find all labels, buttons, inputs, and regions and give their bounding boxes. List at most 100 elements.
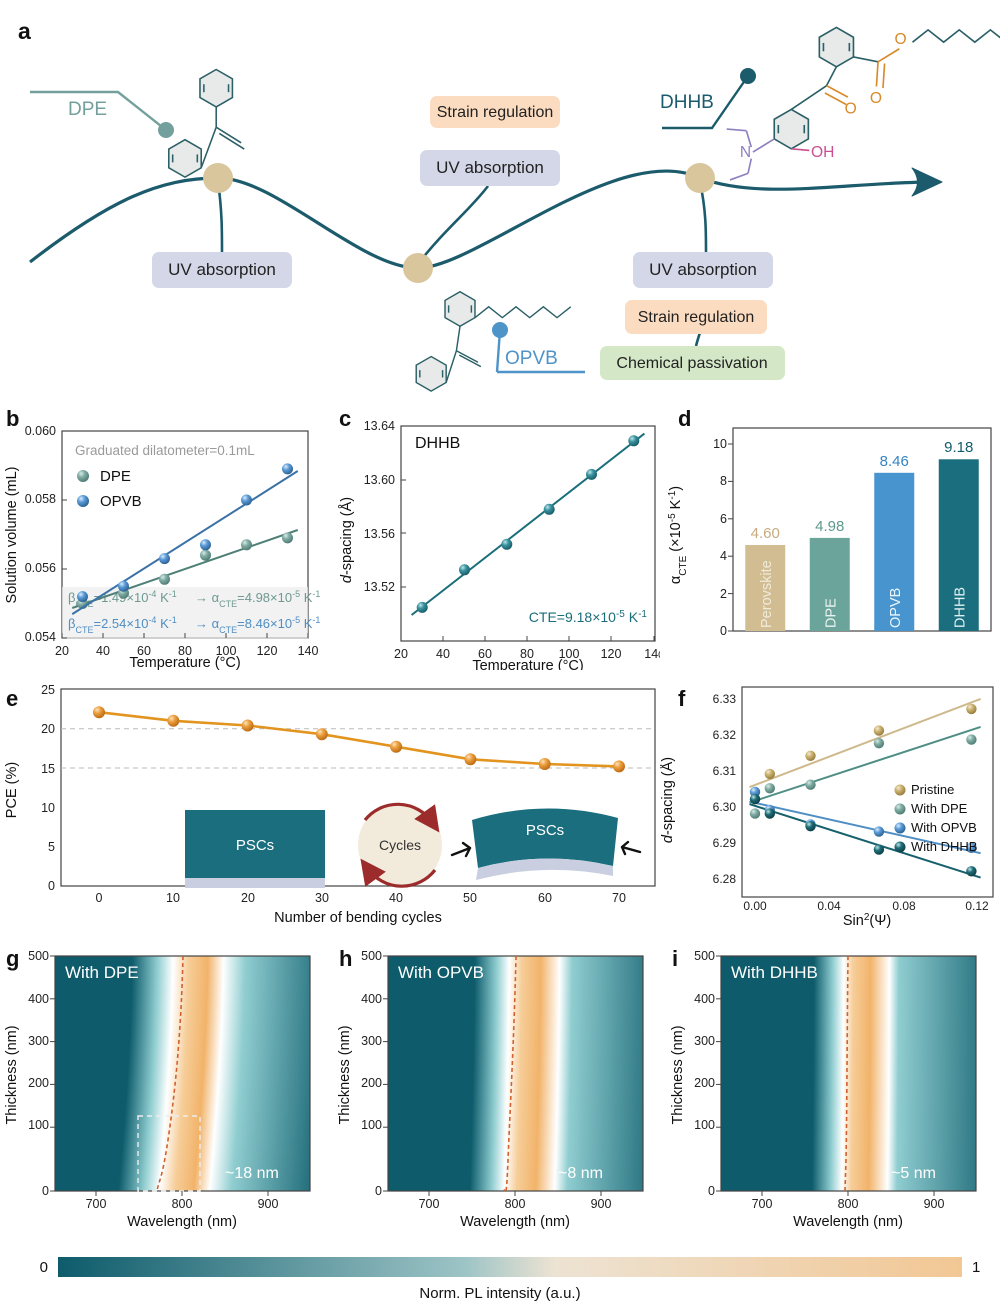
svg-text:0: 0 — [40, 1259, 48, 1276]
svg-text:0: 0 — [48, 879, 55, 893]
svg-text:140: 140 — [298, 644, 319, 658]
svg-text:200: 200 — [361, 1076, 382, 1090]
svg-text:DHHB: DHHB — [415, 435, 460, 452]
svg-text:Number of bending cycles: Number of bending cycles — [274, 910, 442, 926]
svg-text:300: 300 — [694, 1034, 715, 1048]
svg-text:700: 700 — [752, 1197, 773, 1211]
svg-text:0: 0 — [708, 1184, 715, 1198]
svg-text:40: 40 — [96, 644, 110, 658]
svg-text:20: 20 — [241, 891, 255, 905]
svg-text:900: 900 — [924, 1197, 945, 1211]
svg-text:120: 120 — [601, 647, 622, 661]
svg-text:9.18: 9.18 — [944, 439, 973, 456]
svg-text:0.08: 0.08 — [892, 899, 916, 913]
svg-text:With DHHB: With DHHB — [731, 963, 818, 982]
svg-text:CTE=9.18×10-5 K-1: CTE=9.18×10-5 K-1 — [529, 609, 648, 626]
svg-text:OPVB: OPVB — [888, 588, 904, 628]
svg-text:13.60: 13.60 — [364, 473, 395, 487]
svg-text:4.60: 4.60 — [751, 525, 780, 542]
svg-text:4.98: 4.98 — [815, 518, 844, 535]
svg-text:500: 500 — [694, 949, 715, 963]
svg-text:70: 70 — [612, 891, 626, 905]
svg-text:4: 4 — [720, 549, 727, 563]
svg-text:25: 25 — [41, 683, 55, 697]
svg-text:100: 100 — [694, 1118, 715, 1132]
svg-text:20: 20 — [394, 647, 408, 661]
svg-text:140: 140 — [644, 647, 660, 661]
svg-text:8.46: 8.46 — [880, 453, 909, 470]
svg-text:20: 20 — [41, 722, 55, 736]
svg-text:6.28: 6.28 — [713, 872, 737, 886]
svg-text:30: 30 — [315, 891, 329, 905]
svg-text:~8 nm: ~8 nm — [558, 1165, 603, 1182]
svg-text:UV absorption: UV absorption — [436, 158, 544, 177]
svg-text:O: O — [894, 31, 906, 48]
svg-text:900: 900 — [591, 1197, 612, 1211]
svg-text:With DHHB: With DHHB — [911, 839, 977, 854]
svg-text:d-spacing (Å): d-spacing (Å) — [338, 497, 355, 583]
svg-text:400: 400 — [694, 992, 715, 1006]
svg-text:0.04: 0.04 — [817, 899, 841, 913]
svg-text:300: 300 — [361, 1034, 382, 1048]
svg-text:0: 0 — [375, 1184, 382, 1198]
svg-text:~18 nm: ~18 nm — [225, 1165, 279, 1182]
svg-text:~5 nm: ~5 nm — [891, 1165, 936, 1182]
svg-text:800: 800 — [172, 1197, 193, 1211]
svg-text:UV absorption: UV absorption — [168, 260, 276, 279]
svg-text:0.00: 0.00 — [743, 899, 767, 913]
svg-text:Pristine: Pristine — [911, 782, 954, 797]
svg-text:0.056: 0.056 — [25, 561, 56, 575]
svg-text:Chemical passivation: Chemical passivation — [616, 355, 767, 372]
svg-text:With DPE: With DPE — [911, 801, 968, 816]
svg-text:OH: OH — [811, 144, 834, 161]
svg-text:Cycles: Cycles — [379, 837, 421, 853]
svg-text:Temperature (°C): Temperature (°C) — [129, 655, 240, 670]
svg-text:0: 0 — [42, 1184, 49, 1198]
svg-text:d-spacing (Å): d-spacing (Å) — [660, 757, 676, 843]
svg-text:Strain regulation: Strain regulation — [437, 104, 554, 121]
svg-text:Wavelength (nm): Wavelength (nm) — [793, 1214, 903, 1230]
svg-text:0: 0 — [720, 624, 727, 638]
svg-text:6: 6 — [720, 512, 727, 526]
svg-text:With DPE: With DPE — [65, 963, 139, 982]
svg-text:700: 700 — [86, 1197, 107, 1211]
svg-text:60: 60 — [538, 891, 552, 905]
svg-text:2: 2 — [720, 587, 727, 601]
svg-text:0.060: 0.060 — [25, 424, 56, 438]
svg-text:OPVB: OPVB — [505, 348, 558, 369]
svg-text:100: 100 — [361, 1118, 382, 1132]
svg-text:O: O — [870, 90, 882, 107]
svg-text:5: 5 — [48, 840, 55, 854]
svg-text:PCE (%): PCE (%) — [4, 762, 20, 818]
svg-text:DHHB: DHHB — [660, 92, 714, 113]
svg-text:αCTE (×10-5 K-1): αCTE (×10-5 K-1) — [667, 486, 689, 584]
svg-text:Sin2(Ψ): Sin2(Ψ) — [843, 912, 891, 930]
svg-text:Norm. PL intensity (a.u.): Norm. PL intensity (a.u.) — [419, 1285, 580, 1302]
svg-text:With OPVB: With OPVB — [911, 820, 977, 835]
svg-text:500: 500 — [361, 949, 382, 963]
svg-text:Temperature (°C): Temperature (°C) — [472, 658, 583, 670]
svg-text:10: 10 — [166, 891, 180, 905]
svg-text:O: O — [845, 101, 857, 118]
svg-text:13.52: 13.52 — [364, 580, 395, 594]
svg-text:0.058: 0.058 — [25, 492, 56, 506]
svg-text:UV absorption: UV absorption — [649, 260, 757, 279]
svg-text:Thickness (nm): Thickness (nm) — [337, 1025, 353, 1124]
svg-text:13.56: 13.56 — [364, 527, 395, 541]
svg-text:Wavelength (nm): Wavelength (nm) — [127, 1214, 237, 1230]
svg-text:400: 400 — [28, 992, 49, 1006]
svg-text:6.29: 6.29 — [713, 836, 737, 850]
svg-text:40: 40 — [436, 647, 450, 661]
svg-text:OPVB: OPVB — [100, 493, 142, 510]
svg-text:400: 400 — [361, 992, 382, 1006]
svg-text:DPE: DPE — [100, 468, 131, 485]
svg-text:0.054: 0.054 — [25, 630, 56, 644]
svg-text:10: 10 — [41, 801, 55, 815]
svg-text:PSCs: PSCs — [526, 822, 564, 839]
svg-text:Thickness (nm): Thickness (nm) — [670, 1025, 686, 1124]
svg-text:Graduated dilatometer=0.1mL: Graduated dilatometer=0.1mL — [75, 443, 255, 458]
svg-text:13.64: 13.64 — [364, 419, 395, 433]
svg-text:Strain regulation: Strain regulation — [638, 309, 755, 326]
svg-text:6.33: 6.33 — [713, 692, 737, 706]
svg-text:PSCs: PSCs — [236, 837, 274, 854]
